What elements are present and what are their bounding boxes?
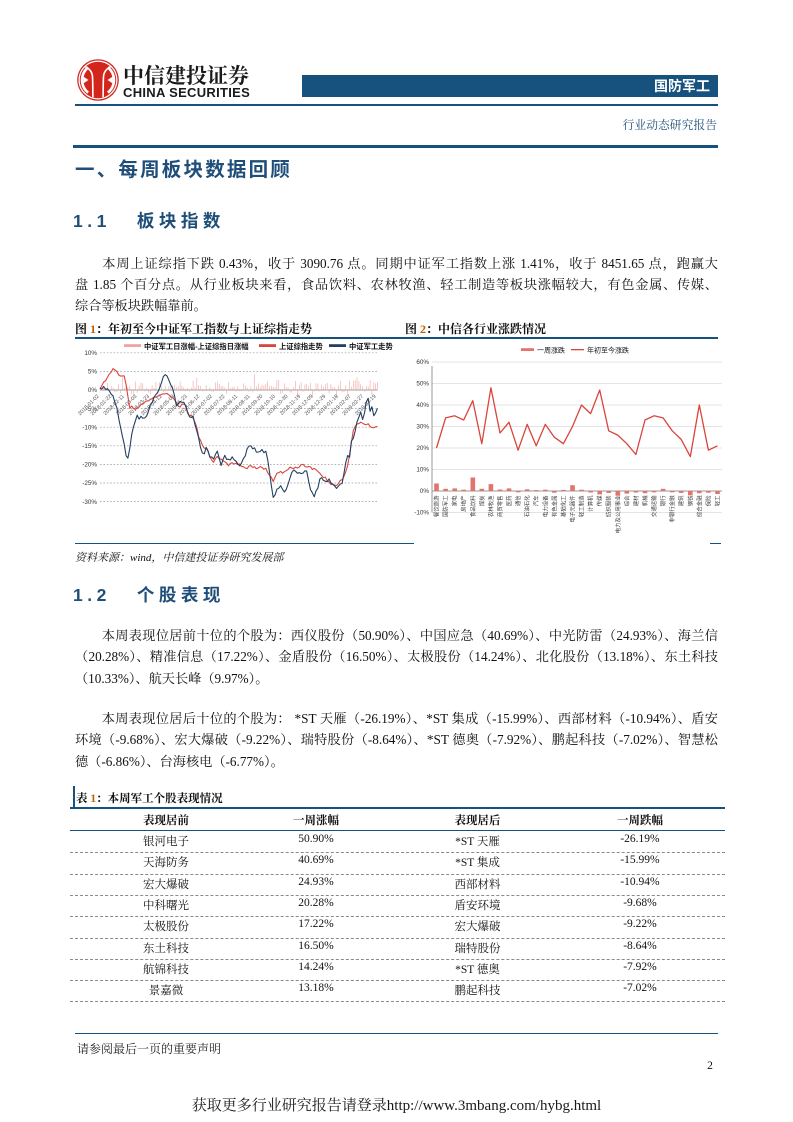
svg-text:40%: 40%	[416, 402, 429, 409]
svg-text:轻工: 轻工	[714, 495, 722, 506]
svg-text:0%: 0%	[88, 387, 98, 394]
svg-text:年初至今涨跌: 年初至今涨跌	[587, 346, 629, 355]
svg-text:农林牧渔: 农林牧渔	[487, 495, 495, 517]
svg-text:保险: 保险	[704, 495, 712, 506]
svg-text:食品饮料: 食品饮料	[469, 495, 477, 517]
svg-text:机械: 机械	[641, 495, 649, 506]
svg-text:轻工制造: 轻工制造	[578, 495, 586, 517]
svg-text:国防军工: 国防军工	[442, 495, 450, 517]
svg-text:10%: 10%	[84, 350, 97, 357]
svg-text:一周涨跌: 一周涨跌	[537, 346, 565, 355]
svg-text:传媒: 传媒	[596, 495, 604, 506]
svg-text:5%: 5%	[88, 369, 98, 376]
svg-text:-15%: -15%	[82, 443, 97, 450]
svg-text:0%: 0%	[420, 488, 430, 495]
svg-text:石油石化: 石油石化	[523, 495, 531, 517]
svg-text:医药: 医药	[505, 495, 513, 506]
svg-text:10%: 10%	[416, 467, 429, 474]
svg-text:电力及公用事业: 电力及公用事业	[614, 495, 622, 533]
svg-text:-30%: -30%	[82, 499, 97, 506]
svg-text:商贸零售: 商贸零售	[496, 496, 504, 518]
svg-text:有色金属: 有色金属	[550, 496, 558, 518]
svg-text:-10%: -10%	[414, 510, 429, 517]
svg-text:餐饮旅游: 餐饮旅游	[433, 495, 441, 517]
svg-text:房地产: 房地产	[460, 496, 468, 512]
svg-text:家电: 家电	[451, 495, 459, 506]
svg-text:纺织服装: 纺织服装	[605, 495, 613, 517]
svg-text:煤炭: 煤炭	[478, 495, 486, 506]
svg-text:电力设备: 电力设备	[541, 495, 549, 517]
svg-text:-20%: -20%	[82, 462, 97, 469]
svg-text:钢铁: 钢铁	[686, 495, 694, 506]
svg-text:计算机: 计算机	[587, 495, 595, 512]
svg-text:-10%: -10%	[82, 424, 97, 431]
svg-text:通信: 通信	[514, 495, 522, 506]
svg-text:上证综指走势: 上证综指走势	[279, 342, 323, 351]
svg-text:电子元器件: 电子元器件	[569, 495, 577, 523]
svg-text:50%: 50%	[416, 381, 429, 388]
svg-text:30%: 30%	[416, 424, 429, 431]
svg-text:建筑: 建筑	[677, 495, 685, 506]
svg-text:建材: 建材	[632, 495, 640, 506]
svg-text:-25%: -25%	[82, 480, 97, 487]
svg-text:基础化工: 基础化工	[559, 495, 567, 517]
svg-text:银行: 银行	[659, 495, 667, 506]
svg-text:中证军工日涨幅-上证综指日涨幅: 中证军工日涨幅-上证综指日涨幅	[144, 342, 249, 351]
svg-text:综合金融: 综合金融	[695, 495, 703, 517]
svg-text:汽车: 汽车	[532, 495, 540, 506]
svg-text:交通运输: 交通运输	[650, 495, 658, 517]
svg-text:非银行金融: 非银行金融	[668, 495, 676, 523]
svg-text:中证军工走势: 中证军工走势	[349, 342, 393, 351]
svg-text:60%: 60%	[416, 359, 429, 366]
svg-text:-5%: -5%	[86, 406, 98, 413]
svg-text:20%: 20%	[416, 445, 429, 452]
svg-text:综合: 综合	[623, 495, 631, 506]
